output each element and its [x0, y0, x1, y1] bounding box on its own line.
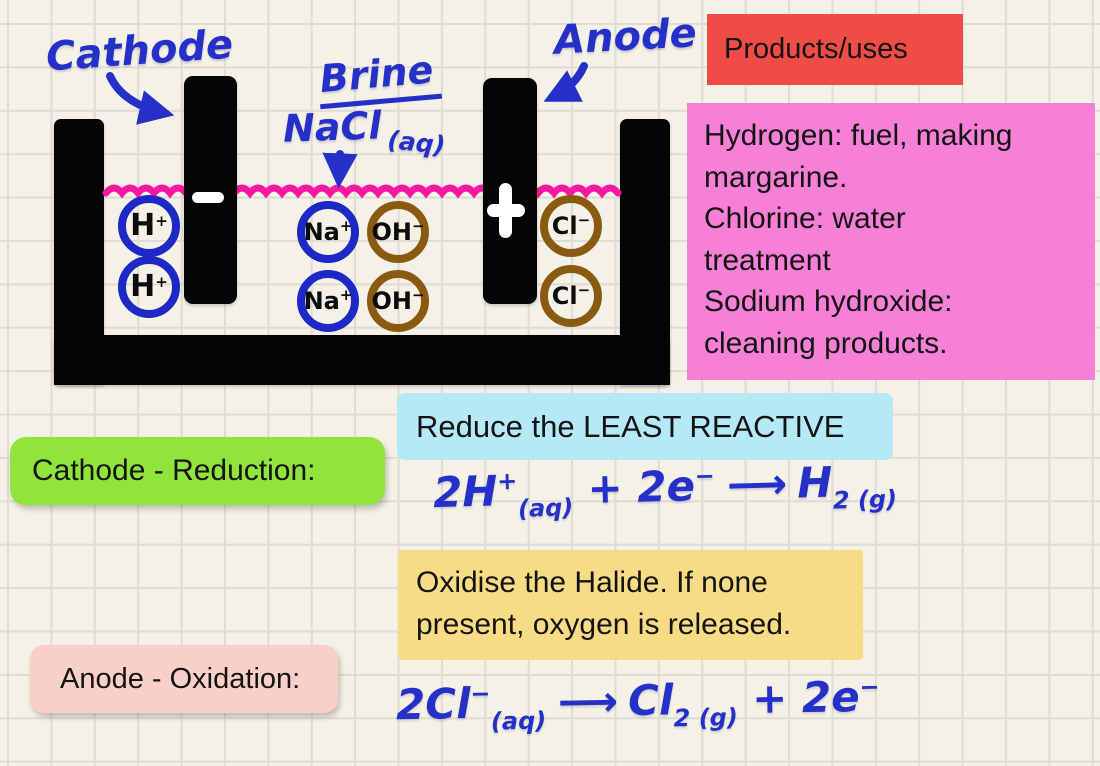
ion-symbol: Cl	[551, 212, 578, 240]
ion-charge: +	[339, 217, 353, 235]
ion-symbol: OH	[371, 218, 412, 246]
eq-subscript: (aq)	[517, 493, 574, 523]
oxidise-note: Oxidise the Halide. If none present, oxy…	[398, 550, 863, 660]
eq-term: 2H	[432, 466, 499, 518]
products-line: Sodium hydroxide:	[704, 285, 953, 318]
ion-symbol: Cl	[551, 282, 578, 310]
eq-arrow: ⟶	[557, 676, 617, 727]
cathode-reduction-heading: Cathode - Reduction:	[10, 437, 385, 505]
products-line: Chlorine: water	[704, 202, 906, 235]
products-uses-panel: Hydrogen: fuel, making margarine. Chlori…	[687, 103, 1095, 380]
nacl-formula: NaCl	[282, 103, 383, 151]
eq-subscript: 2 (g)	[832, 484, 898, 515]
ion-symbol: H	[130, 269, 156, 304]
eq-superscript: −	[470, 679, 491, 708]
ion-charge: −	[411, 286, 425, 304]
sodium-ion: Na+	[297, 201, 359, 263]
eq-superscript: −	[694, 461, 716, 491]
hydrogen-ion: H+	[118, 195, 180, 257]
reduce-note: Reduce the LEAST REACTIVE	[397, 393, 893, 460]
eq-superscript: +	[496, 466, 518, 496]
hydrogen-ion: H+	[118, 256, 180, 318]
minus-sign	[192, 192, 224, 203]
ion-symbol: Na	[303, 287, 340, 315]
chloride-ion: Cl−	[540, 195, 602, 257]
ion-charge: +	[339, 286, 353, 304]
ion-charge: +	[155, 212, 168, 230]
eq-term: Cl	[627, 675, 674, 726]
eq-superscript: −	[859, 672, 880, 702]
sodium-ion: Na+	[297, 270, 359, 332]
oxidise-line: present, oxygen is released.	[416, 608, 792, 641]
reduce-note-text: Reduce the LEAST REACTIVE	[416, 408, 845, 444]
ion-symbol: Na	[303, 218, 340, 246]
anode-handwritten-label: Anode	[552, 10, 698, 64]
eq-subscript: 2 (g)	[673, 703, 739, 733]
cathode-handwritten-label: Cathode	[44, 21, 235, 81]
products-line: treatment	[704, 243, 831, 277]
eq-subscript: (aq)	[490, 706, 547, 736]
cathode-heading-text: Cathode - Reduction:	[32, 454, 316, 487]
products-uses-text: Products/uses	[724, 33, 908, 65]
nacl-state: (aq)	[386, 125, 447, 160]
oxidise-line: Oxidise the Halide. If none	[416, 566, 768, 599]
cathode-arrow	[106, 72, 175, 125]
hydroxide-ion: OH−	[367, 270, 429, 332]
products-line: cleaning products.	[704, 326, 948, 360]
anode-oxidation-heading: Anode - Oxidation:	[30, 645, 338, 713]
cathode-half-equation: 2H+(aq) + 2e− ⟶ H2 (g)	[432, 456, 898, 523]
brine-handwritten-label: Brine	[315, 46, 442, 110]
products-line: Hydrogen: fuel, making	[704, 119, 1013, 152]
eq-arrow: ⟶	[726, 458, 786, 510]
nacl-handwritten-label: NaCl (aq)	[282, 101, 447, 160]
chloride-ion: Cl−	[540, 265, 602, 327]
brine-arrow	[322, 150, 358, 189]
eq-term: + 2e	[572, 461, 696, 514]
eq-term: H	[796, 457, 834, 508]
products-uses-header: Products/uses	[707, 14, 963, 85]
anode-half-equation: 2Cl−(aq) ⟶ Cl2 (g) + 2e−	[395, 672, 881, 735]
ion-symbol: OH	[371, 287, 412, 315]
ion-charge: −	[577, 211, 591, 229]
ion-charge: −	[411, 217, 425, 235]
ion-charge: −	[577, 281, 591, 299]
products-line: margarine.	[704, 160, 848, 194]
cathode-electrode	[184, 76, 237, 304]
eq-term: + 2e	[737, 672, 861, 724]
eq-term: 2Cl	[395, 678, 471, 730]
ion-charge: +	[155, 273, 168, 291]
beaker-base	[54, 335, 670, 385]
hydroxide-ion: OH−	[367, 201, 429, 263]
plus-sign	[487, 204, 525, 217]
ion-symbol: H	[130, 208, 156, 243]
anode-arrow	[543, 62, 588, 102]
anode-heading-text: Anode - Oxidation:	[60, 662, 301, 695]
